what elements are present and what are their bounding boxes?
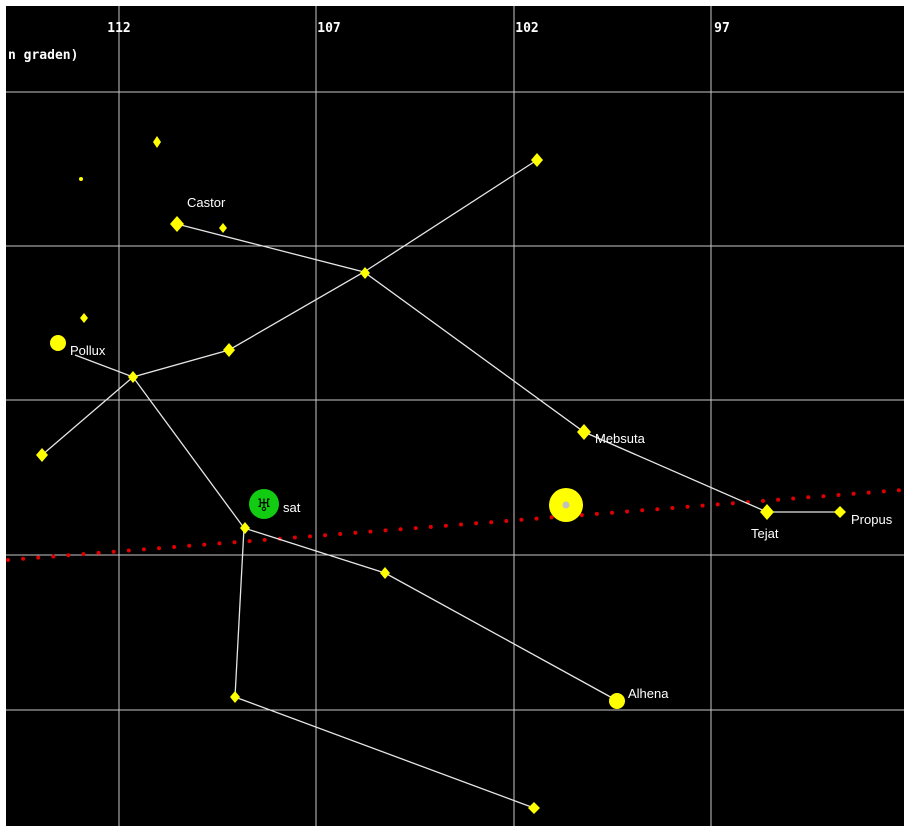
ecliptic-dot bbox=[217, 541, 222, 546]
ecliptic-dot bbox=[187, 543, 192, 548]
ecliptic-dot bbox=[51, 554, 56, 559]
ecliptic-dot bbox=[428, 524, 433, 529]
sky-background bbox=[6, 6, 904, 826]
planet-disc bbox=[249, 489, 279, 519]
ecliptic-dot bbox=[323, 533, 328, 538]
ecliptic-dot bbox=[21, 556, 26, 561]
ecliptic-dot bbox=[655, 507, 660, 512]
label-mebsuta: Mebsuta bbox=[595, 431, 646, 446]
ecliptic-dot bbox=[579, 513, 584, 518]
ecliptic-dot bbox=[111, 549, 116, 554]
ecliptic-dot bbox=[791, 496, 796, 501]
ecliptic-dot bbox=[625, 509, 630, 514]
star-mebsuta bbox=[577, 424, 591, 440]
ecliptic-dot bbox=[36, 555, 41, 560]
star-pollux bbox=[50, 335, 66, 351]
planet-marker: ♅ bbox=[249, 489, 279, 519]
star bbox=[128, 371, 138, 383]
ecliptic-dot bbox=[308, 534, 312, 539]
ecliptic-dot bbox=[670, 506, 675, 510]
ecliptic-dot bbox=[141, 547, 146, 552]
star bbox=[380, 567, 390, 579]
ecliptic-dot bbox=[202, 542, 207, 547]
ecliptic-line bbox=[6, 488, 901, 562]
ecliptic-dot bbox=[866, 490, 871, 495]
ecliptic-dot bbox=[881, 489, 886, 494]
star bbox=[79, 177, 83, 181]
ecliptic-dot bbox=[292, 535, 297, 540]
ecliptic-dot bbox=[368, 529, 373, 534]
tick-label-97: 97 bbox=[714, 21, 730, 36]
star bbox=[240, 522, 250, 534]
ecliptic-dot bbox=[549, 515, 554, 520]
ecliptic-dot bbox=[459, 522, 463, 527]
ecliptic-dot bbox=[247, 539, 252, 544]
ecliptic-dot bbox=[262, 537, 267, 542]
ecliptic-dot bbox=[6, 558, 10, 562]
star bbox=[36, 448, 48, 462]
tick-label-102: 102 bbox=[515, 21, 538, 36]
tick-label-107: 107 bbox=[317, 21, 340, 36]
ecliptic-dot bbox=[836, 493, 841, 497]
label-castor: Castor bbox=[187, 195, 226, 210]
star bbox=[531, 153, 543, 167]
ecliptic-dot bbox=[715, 502, 720, 507]
ecliptic-dot bbox=[172, 545, 177, 549]
star bbox=[219, 223, 227, 233]
ecliptic-dot bbox=[504, 519, 509, 523]
star bbox=[153, 136, 161, 148]
ecliptic-dot bbox=[806, 495, 811, 500]
ecliptic-dot bbox=[489, 520, 494, 525]
star-propus bbox=[834, 506, 846, 518]
sun-center bbox=[562, 501, 570, 509]
label-planet: sat bbox=[283, 500, 301, 515]
stars bbox=[36, 136, 846, 814]
label-propus: Propus bbox=[851, 512, 893, 527]
tick-label-112: 112 bbox=[107, 21, 130, 36]
ecliptic-dot bbox=[594, 511, 599, 516]
ecliptic-dot bbox=[761, 498, 765, 503]
planet-symbol-icon: ♅ bbox=[256, 496, 271, 516]
ecliptic-dot bbox=[896, 488, 901, 493]
label-pollux: Pollux bbox=[70, 343, 106, 358]
star bbox=[230, 691, 240, 703]
ecliptic-dot bbox=[81, 552, 86, 557]
ecliptic-dot bbox=[776, 497, 781, 502]
star bbox=[223, 343, 235, 357]
ecliptic-dot bbox=[398, 527, 403, 532]
star bbox=[528, 802, 540, 814]
ecliptic-dot bbox=[821, 494, 826, 499]
star-tejat bbox=[760, 504, 774, 520]
star-castor bbox=[170, 216, 184, 232]
ecliptic-dot bbox=[685, 504, 690, 509]
grid-lines bbox=[6, 6, 904, 826]
ecliptic-dot bbox=[534, 516, 539, 521]
ecliptic-dot bbox=[338, 532, 343, 536]
ecliptic-dot bbox=[383, 528, 388, 533]
star bbox=[360, 267, 370, 279]
label-alhena: Alhena bbox=[628, 686, 669, 701]
ecliptic-dot bbox=[66, 553, 71, 558]
ecliptic-dot bbox=[730, 501, 735, 506]
ecliptic-dot bbox=[232, 540, 237, 545]
ecliptic-dot bbox=[640, 508, 645, 513]
ecliptic-dot bbox=[700, 503, 705, 508]
ecliptic-dot bbox=[353, 530, 358, 535]
star bbox=[80, 313, 88, 323]
sun-marker bbox=[549, 488, 583, 522]
ecliptic-dot bbox=[851, 491, 856, 496]
ecliptic-dot bbox=[157, 546, 161, 551]
star-alhena bbox=[609, 693, 625, 709]
ecliptic-dot bbox=[610, 510, 614, 515]
label-tejat: Tejat bbox=[751, 526, 779, 541]
ecliptic-dot bbox=[96, 550, 101, 555]
ecliptic-dot bbox=[126, 548, 131, 553]
unit-label: n graden) bbox=[8, 48, 78, 63]
ecliptic-dot bbox=[443, 523, 448, 528]
ecliptic-dot bbox=[474, 521, 479, 526]
ecliptic-dot bbox=[519, 517, 524, 522]
ecliptic-dot bbox=[413, 526, 418, 531]
